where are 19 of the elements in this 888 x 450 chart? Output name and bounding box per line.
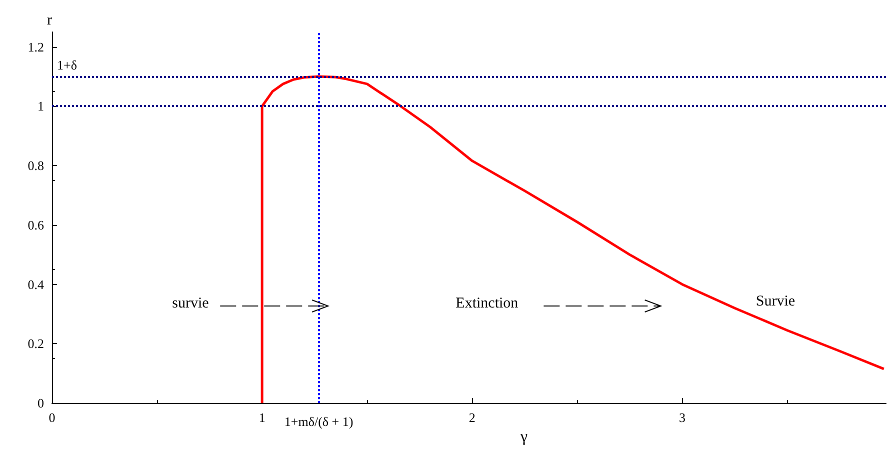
- x-axis-title: γ: [519, 428, 528, 446]
- annotation: Extinction: [456, 296, 519, 312]
- annotation: Survie: [756, 294, 796, 310]
- x-tick-label: 1: [258, 410, 266, 426]
- y-tick-label: 1.2: [28, 39, 44, 54]
- y-tick-label: 0.4: [28, 276, 44, 292]
- annotation: survie: [172, 296, 210, 312]
- ref-line-label: 1+δ: [57, 58, 77, 73]
- ref-line-label: 1+mδ/(δ + 1): [284, 414, 354, 430]
- line-series: [260, 75, 886, 404]
- x-tick-label: 0: [48, 410, 56, 426]
- y-tick-label: 0.6: [28, 217, 44, 232]
- y-tick-label: 0: [38, 396, 44, 411]
- y-axis-title: r: [47, 12, 52, 28]
- y-tick-label: 0.2: [28, 336, 44, 352]
- y-tick-label: 1: [38, 98, 44, 114]
- y-tick-label: 0.8: [28, 158, 44, 174]
- x-tick-label: 3: [678, 410, 686, 426]
- x-tick-label: 2: [468, 410, 476, 426]
